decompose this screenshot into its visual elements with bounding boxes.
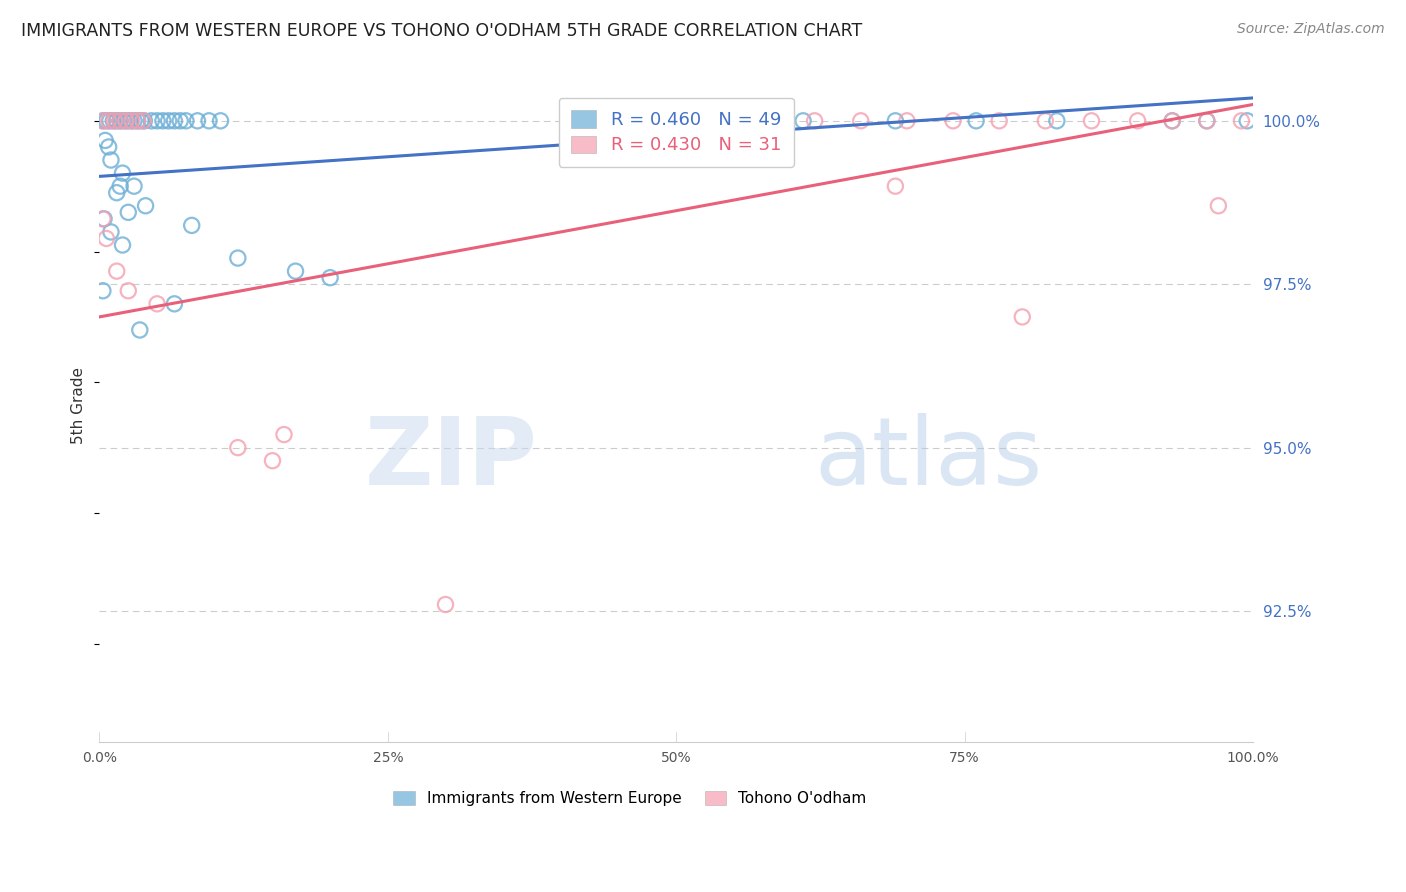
- Point: [1230, 113, 1253, 128]
- Point: [849, 113, 872, 128]
- Point: [141, 113, 163, 128]
- Point: [94, 133, 117, 147]
- Point: [226, 251, 249, 265]
- Point: [108, 179, 131, 194]
- Point: [105, 186, 128, 200]
- Point: [284, 264, 307, 278]
- Point: [434, 598, 457, 612]
- Point: [98, 113, 121, 128]
- Point: [884, 179, 907, 194]
- Point: [111, 166, 134, 180]
- Point: [965, 113, 987, 128]
- Point: [105, 113, 128, 128]
- Point: [186, 113, 208, 128]
- Point: [91, 113, 114, 128]
- Point: [127, 113, 149, 128]
- Point: [97, 113, 120, 128]
- Point: [108, 113, 131, 128]
- Point: [896, 113, 918, 128]
- Point: [262, 453, 284, 467]
- Point: [105, 264, 128, 278]
- Point: [180, 219, 202, 233]
- Point: [108, 113, 131, 128]
- Text: ZIP: ZIP: [366, 413, 537, 505]
- Point: [884, 113, 907, 128]
- Point: [1033, 113, 1056, 128]
- Point: [103, 113, 125, 128]
- Point: [135, 199, 157, 213]
- Point: [803, 113, 825, 128]
- Point: [91, 211, 114, 226]
- Point: [152, 113, 174, 128]
- Point: [111, 238, 134, 252]
- Legend: Immigrants from Western Europe, Tohono O'odham: Immigrants from Western Europe, Tohono O…: [385, 783, 875, 814]
- Point: [169, 113, 191, 128]
- Point: [319, 270, 342, 285]
- Text: Source: ZipAtlas.com: Source: ZipAtlas.com: [1237, 22, 1385, 37]
- Point: [1126, 113, 1149, 128]
- Point: [91, 113, 114, 128]
- Point: [1195, 113, 1218, 128]
- Point: [163, 113, 186, 128]
- Point: [128, 323, 150, 337]
- Point: [120, 113, 142, 128]
- Point: [129, 113, 152, 128]
- Point: [100, 225, 122, 239]
- Point: [1161, 113, 1184, 128]
- Point: [226, 441, 249, 455]
- Text: atlas: atlas: [814, 413, 1043, 505]
- Y-axis label: 5th Grade: 5th Grade: [72, 367, 86, 443]
- Point: [93, 211, 115, 226]
- Point: [1236, 113, 1258, 128]
- Text: IMMIGRANTS FROM WESTERN EUROPE VS TOHONO O'ODHAM 5TH GRADE CORRELATION CHART: IMMIGRANTS FROM WESTERN EUROPE VS TOHONO…: [21, 22, 862, 40]
- Point: [134, 113, 156, 128]
- Point: [1195, 113, 1218, 128]
- Point: [273, 427, 295, 442]
- Point: [988, 113, 1011, 128]
- Point: [103, 113, 125, 128]
- Point: [115, 113, 138, 128]
- Point: [1080, 113, 1102, 128]
- Point: [96, 113, 118, 128]
- Point: [132, 113, 155, 128]
- Point: [117, 284, 139, 298]
- Point: [792, 113, 814, 128]
- Point: [157, 113, 180, 128]
- Point: [1011, 310, 1033, 324]
- Point: [121, 113, 143, 128]
- Point: [122, 179, 145, 194]
- Point: [146, 297, 169, 311]
- Point: [198, 113, 221, 128]
- Point: [942, 113, 965, 128]
- Point: [1046, 113, 1069, 128]
- Point: [127, 113, 149, 128]
- Point: [117, 205, 139, 219]
- Point: [115, 113, 138, 128]
- Point: [1161, 113, 1184, 128]
- Point: [96, 231, 118, 245]
- Point: [209, 113, 232, 128]
- Point: [163, 297, 186, 311]
- Point: [91, 284, 114, 298]
- Point: [1208, 199, 1230, 213]
- Point: [174, 113, 197, 128]
- Point: [146, 113, 169, 128]
- Point: [97, 140, 120, 154]
- Point: [112, 113, 135, 128]
- Point: [122, 113, 145, 128]
- Point: [100, 153, 122, 167]
